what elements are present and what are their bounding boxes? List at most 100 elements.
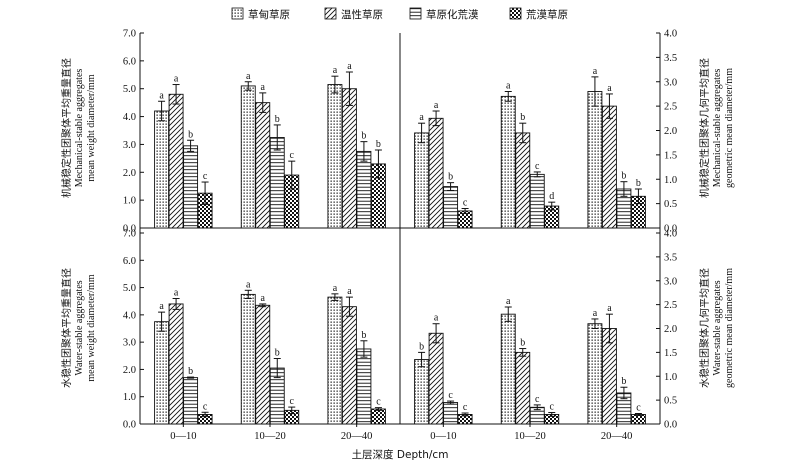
y-title-right-bottom-line-0: 水稳性团聚体几何平均直径: [698, 268, 711, 388]
y-title-left-top: 机械稳定性团聚体平均重量直径 Mechanical-stable aggrega…: [60, 58, 97, 198]
significance-label: a: [419, 112, 424, 123]
significance-label: b: [376, 139, 381, 150]
x-tick-label: 0—10: [170, 431, 196, 442]
legend-label-3: 荒漠草原: [526, 9, 568, 21]
legend-swatch-2: [409, 7, 422, 20]
bar: [183, 377, 199, 425]
x-tick-label: 10—20: [254, 431, 286, 442]
significance-label: c: [290, 396, 295, 407]
bar: [414, 359, 430, 425]
significance-label: b: [188, 366, 193, 377]
y-tick-label: 3.0: [123, 140, 136, 151]
bar: [515, 351, 531, 425]
significance-label: a: [347, 61, 352, 72]
significance-label: c: [535, 161, 540, 172]
legend-label-2: 草原化荒漠: [426, 8, 479, 21]
significance-label: b: [419, 341, 424, 352]
bar: [414, 132, 430, 229]
bar: [240, 85, 256, 229]
bar: [341, 88, 357, 229]
bar: [601, 105, 617, 229]
y-tick-label: 6.0: [123, 256, 136, 267]
y-tick-label: 7.0: [123, 29, 136, 40]
legend-label-1: 温性草原: [341, 8, 383, 21]
bar: [269, 137, 285, 229]
y-tick-label: 3.5: [664, 252, 677, 263]
significance-label: c: [463, 402, 468, 413]
y-title-right-bottom: 水稳性团聚体几何平均直径 Water-stable aggregates geo…: [698, 268, 735, 388]
significance-label: a: [347, 286, 352, 297]
significance-label: c: [203, 401, 208, 412]
y-tick-label: 4.0: [123, 310, 136, 321]
y-title-right-top: 机械稳定性团聚体几何平均直径 Mechanical-stable aggrega…: [698, 58, 735, 198]
y-tick-label: 6.0: [123, 56, 136, 67]
bar: [168, 303, 184, 425]
significance-label: a: [159, 301, 164, 312]
bar: [154, 321, 170, 425]
bar: [500, 95, 516, 229]
bar: [327, 84, 343, 229]
bar: [370, 408, 386, 425]
bar: [428, 117, 444, 229]
y-tick-label: 2.5: [664, 102, 677, 113]
significance-label: a: [333, 283, 338, 294]
y-title-left-bottom-line-2: mean weight diameter/mm: [86, 274, 97, 381]
significance-label: a: [174, 74, 179, 85]
significance-label: a: [246, 279, 251, 290]
x-tick-label: 20—40: [341, 431, 373, 442]
legend-item-2: 草原化荒漠: [409, 7, 479, 21]
significance-label: b: [520, 338, 525, 349]
bar: [443, 186, 459, 229]
y-tick-label: 0.0: [123, 420, 136, 431]
y-tick-label: 5.0: [123, 283, 136, 294]
y-tick-label: 3.0: [123, 338, 136, 349]
significance-label: a: [607, 83, 612, 94]
significance-label: b: [520, 112, 525, 123]
legend-item-3: 荒漠草原: [509, 7, 568, 21]
y-title-left-top-line-1: Mechanical-stable aggregates: [74, 69, 85, 188]
legend-swatch-1: [324, 7, 337, 20]
significance-label: c: [376, 397, 381, 408]
y-title-right-top-line-0: 机械稳定性团聚体几何平均直径: [698, 58, 711, 198]
y-title-right-top-line-1: Mechanical-stable aggregates: [712, 69, 723, 188]
significance-label: a: [333, 65, 338, 76]
y-title-right-bottom-line-2: geometric mean diameter/mm: [724, 268, 735, 388]
y-tick-label: 1.0: [664, 372, 677, 383]
x-axis-title: 土层深度 Depth/cm: [352, 448, 449, 461]
legend-item-1: 温性草原: [324, 7, 383, 21]
bar: [255, 304, 271, 425]
significance-label: b: [636, 178, 641, 189]
y-tick-label: 2.0: [123, 168, 136, 179]
significance-label: a: [593, 66, 598, 77]
legend-label-0: 草甸草原: [248, 8, 290, 21]
significance-label: a: [593, 308, 598, 319]
y-tick-label: 7.0: [123, 229, 136, 240]
significance-label: a: [434, 313, 439, 324]
y-tick-label: 1.0: [664, 175, 677, 186]
y-tick-label: 0.5: [664, 396, 677, 407]
significance-label: b: [621, 171, 626, 182]
y-tick-label: 0.0: [664, 224, 677, 235]
significance-label: b: [361, 131, 366, 142]
y-title-right-bottom-line-1: Water-stable aggregates: [712, 280, 723, 375]
bar: [443, 402, 459, 425]
significance-label: a: [174, 287, 179, 298]
bar: [255, 102, 271, 229]
bar: [587, 323, 603, 425]
y-tick-label: 3.0: [664, 276, 677, 287]
significance-label: b: [275, 114, 280, 125]
y-tick-label: 0.0: [664, 420, 677, 431]
bar: [183, 145, 199, 229]
y-tick-label: 1.0: [123, 196, 136, 207]
significance-label: c: [203, 171, 208, 182]
y-title-right-top-line-2: geometric mean diameter/mm: [724, 68, 735, 188]
significance-label: c: [550, 402, 555, 413]
significance-label: a: [261, 293, 266, 304]
y-tick-label: 3.5: [664, 53, 677, 64]
y-tick-label: 0.0: [123, 224, 136, 235]
y-title-left-bottom: 水稳性团聚体平均重量直径 Water-stable aggregates mea…: [60, 268, 97, 388]
